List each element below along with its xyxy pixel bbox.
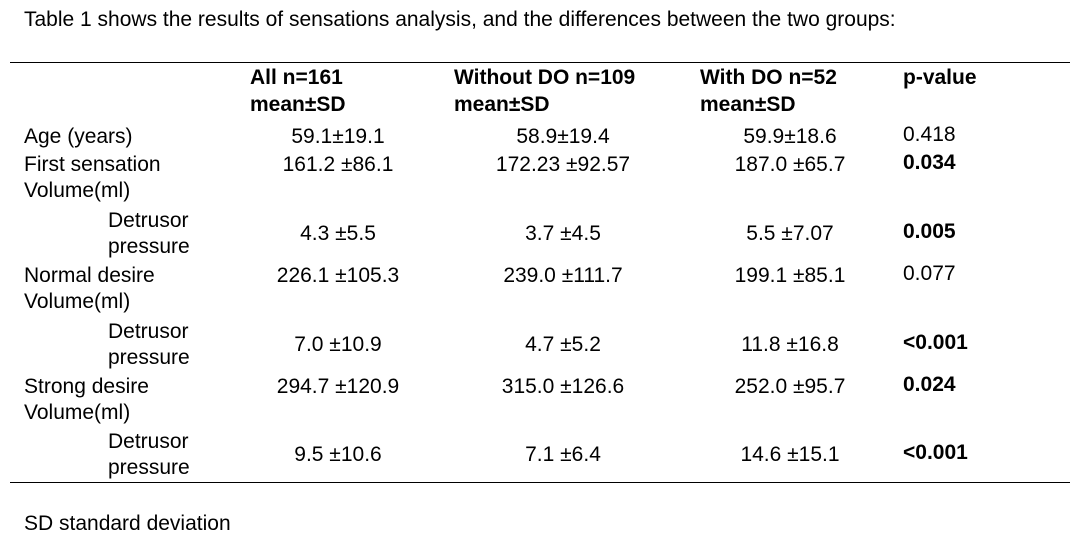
row-label: Normal desire Volume(ml)	[24, 263, 155, 315]
header-p-value: p-value	[903, 64, 977, 91]
cell-without-do: 315.0 ±126.6	[501, 375, 625, 398]
table-top-rule	[10, 62, 1070, 63]
table-caption: Table 1 shows the results of sensations …	[24, 8, 896, 31]
header-without-do: Without DO n=109 mean±SD	[454, 64, 635, 118]
cell-all: 294.7 ±120.9	[276, 375, 400, 398]
row-label: Strong desire Volume(ml)	[24, 374, 149, 426]
row-label-line2: pressure	[108, 235, 190, 258]
cell-with-do: 252.0 ±95.7	[734, 375, 846, 398]
table-footnote: SD standard deviation	[24, 512, 231, 535]
row-label-line1: Strong desire	[24, 375, 149, 398]
row-label-line1: Detrusor	[108, 320, 189, 343]
row-label: Detrusor pressure	[108, 429, 190, 481]
row-label: Detrusor pressure	[108, 319, 190, 371]
row-label-line2: Volume(ml)	[24, 401, 131, 424]
cell-without-do: 172.23 ±92.57	[495, 153, 631, 176]
cell-p-value: <0.001	[903, 331, 968, 354]
header-with-line1: With DO n=52	[700, 66, 837, 89]
cell-p-value: 0.005	[903, 220, 956, 243]
row-label-line1: Normal desire	[24, 264, 155, 287]
cell-p-value: 0.418	[903, 123, 956, 146]
header-all-line2: mean±SD	[250, 93, 346, 116]
cell-with-do: 199.1 ±85.1	[734, 264, 846, 287]
cell-with-do: 11.8 ±16.8	[741, 333, 839, 356]
cell-all: 161.2 ±86.1	[282, 153, 394, 176]
header-with-line2: mean±SD	[700, 93, 796, 116]
header-without-line2: mean±SD	[454, 93, 550, 116]
cell-all: 7.0 ±10.9	[294, 333, 382, 356]
cell-without-do: 58.9±19.4	[516, 125, 610, 148]
header-pvalue-label: p-value	[903, 66, 977, 89]
row-label: Detrusor pressure	[108, 208, 190, 260]
header-with-do: With DO n=52 mean±SD	[700, 64, 837, 118]
cell-all: 59.1±19.1	[291, 125, 385, 148]
row-label-line2: pressure	[108, 456, 190, 479]
row-label-line2: Volume(ml)	[24, 290, 131, 313]
table-row: First sensation Volume(ml) 161.2 ±86.1 172.…	[0, 151, 1080, 208]
table-bottom-rule	[10, 482, 1070, 483]
table-row: Detrusor pressure 4.3 ±5.5 3.7 ±4.5 5.5 ±7.0…	[0, 208, 1080, 264]
header-all: All n=161 mean±SD	[250, 64, 346, 118]
cell-p-value: 0.024	[903, 373, 956, 396]
row-label-line1: Age (years)	[24, 125, 133, 148]
row-label-line2: Volume(ml)	[24, 179, 131, 202]
table-row: Strong desire Volume(ml) 294.7 ±120.9 315.0…	[0, 373, 1080, 430]
cell-without-do: 4.7 ±5.2	[525, 333, 601, 356]
cell-without-do: 7.1 ±6.4	[525, 443, 601, 466]
table-row: Detrusor pressure 7.0 ±10.9 4.7 ±5.2 11.8 ±1…	[0, 319, 1080, 375]
cell-all: 226.1 ±105.3	[276, 264, 400, 287]
cell-all: 4.3 ±5.5	[300, 222, 376, 245]
cell-with-do: 187.0 ±65.7	[734, 153, 846, 176]
cell-without-do: 239.0 ±111.7	[503, 264, 623, 287]
cell-with-do: 59.9±18.6	[743, 125, 837, 148]
cell-p-value: <0.001	[903, 441, 968, 464]
cell-with-do: 14.6 ±15.1	[740, 443, 840, 466]
header-without-line1: Without DO n=109	[454, 66, 636, 89]
cell-with-do: 5.5 ±7.07	[746, 222, 834, 245]
row-label-line1: Detrusor	[108, 209, 189, 232]
table-row: Normal desire Volume(ml) 226.1 ±105.3 239.0…	[0, 262, 1080, 319]
cell-p-value: 0.034	[903, 151, 956, 174]
row-label-line1: First sensation	[24, 153, 161, 176]
table-row: Age (years) 59.1±19.1 58.9±19.4 59.9±18.6 0.…	[0, 123, 1080, 180]
row-label-line2: pressure	[108, 346, 190, 369]
row-label-line1: Detrusor	[108, 430, 189, 453]
cell-all: 9.5 ±10.6	[294, 443, 382, 466]
row-label: Age (years)	[24, 124, 133, 150]
row-label: First sensation Volume(ml)	[24, 152, 161, 204]
table-row: Detrusor pressure 9.5 ±10.6 7.1 ±6.4 14.6 ±1…	[0, 429, 1080, 485]
cell-p-value: 0.077	[903, 262, 956, 285]
header-all-line1: All n=161	[250, 66, 343, 89]
cell-without-do: 3.7 ±4.5	[525, 222, 601, 245]
